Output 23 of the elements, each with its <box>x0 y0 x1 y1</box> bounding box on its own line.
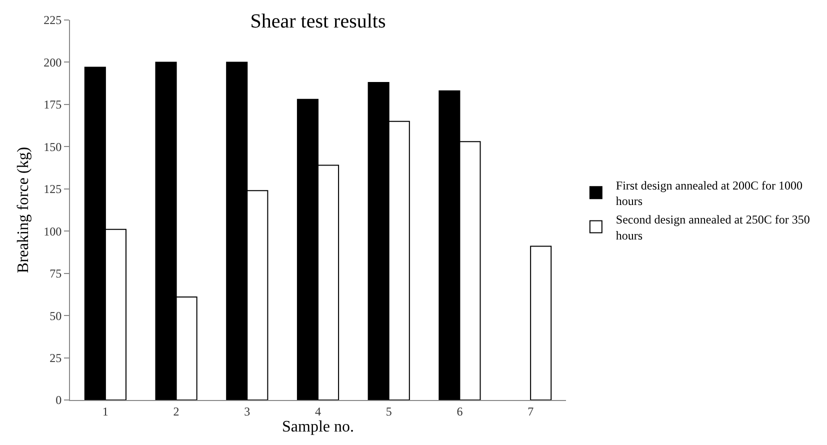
y-tick-label: 225 <box>44 13 62 28</box>
y-tick-label: 0 <box>56 393 62 408</box>
y-tick-label: 150 <box>44 140 62 154</box>
y-tick-label: 75 <box>50 266 62 281</box>
x-axis-title: Sample no. <box>282 418 354 436</box>
x-tick-label: 3 <box>244 404 250 418</box>
y-tick-label: 25 <box>50 350 62 365</box>
x-tick-label: 5 <box>386 404 392 418</box>
y-tick-label: 175 <box>44 98 62 112</box>
y-tick-label: 125 <box>44 182 62 196</box>
x-tick-label: 4 <box>315 404 321 418</box>
y-tick-label: 200 <box>44 55 62 70</box>
legend-label: Second design annealed at 250C for 350 hours <box>616 212 810 242</box>
x-tick-label: 7 <box>528 404 534 418</box>
x-tick-label: 6 <box>456 404 463 418</box>
y-tick-label: 100 <box>44 224 62 238</box>
bar <box>530 246 552 400</box>
y-axis-title: Breaking force (kg) <box>15 146 32 274</box>
x-tick-label: 1 <box>102 404 108 418</box>
chart-title: Shear test results <box>250 10 386 32</box>
x-tick-label: 2 <box>173 404 180 418</box>
legend-label: First design annealed at 200C for 1000 hours <box>616 178 803 208</box>
y-tick-label: 50 <box>50 308 62 323</box>
